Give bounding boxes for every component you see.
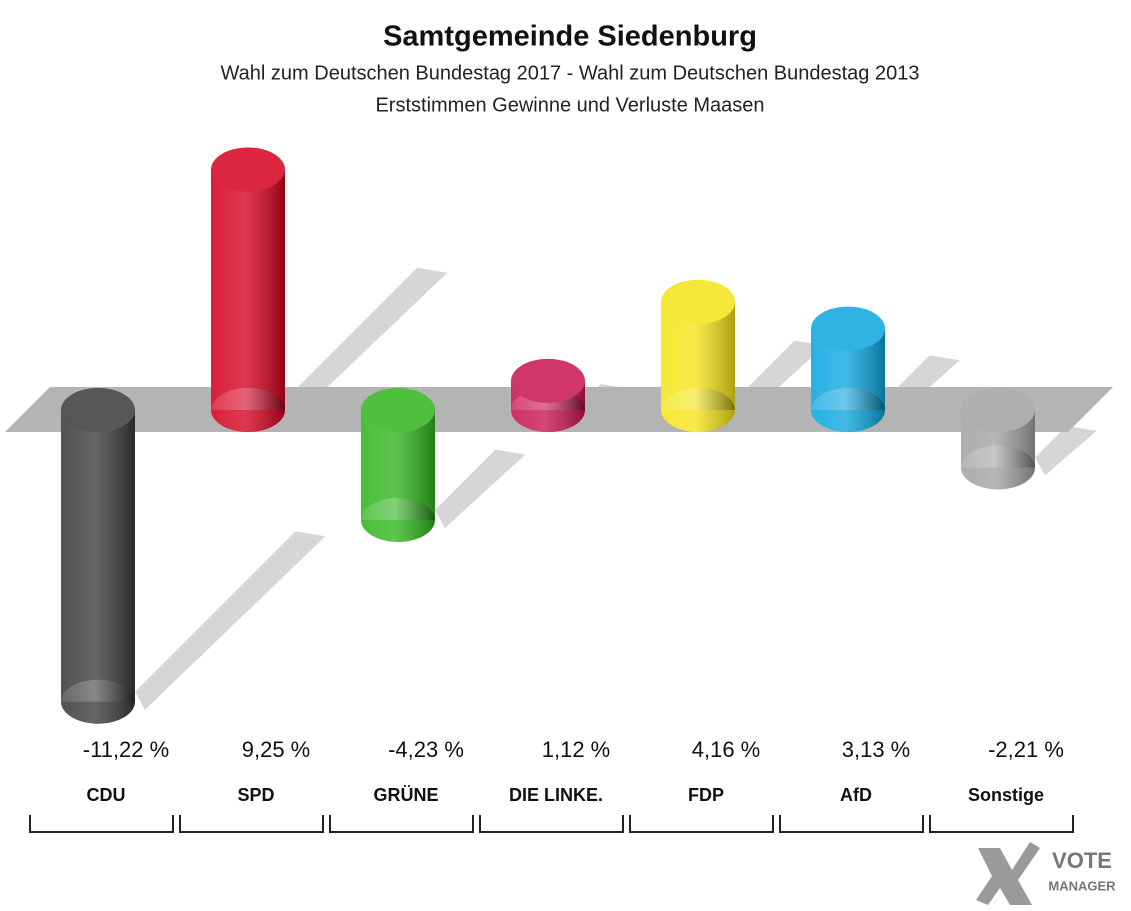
bracket — [479, 815, 624, 833]
logo-text: MANAGER — [1048, 878, 1116, 893]
bar — [661, 279, 735, 432]
chart-title: Samtgemeinde Siedenburg — [383, 21, 757, 53]
bar-top-shade — [661, 279, 735, 324]
bar-top — [811, 306, 885, 351]
bar-shadow — [435, 449, 526, 528]
bar — [61, 388, 135, 724]
bar-top-shade — [511, 358, 585, 403]
value-label: 9,25 % — [242, 737, 311, 762]
bracket — [929, 815, 1074, 833]
value-label: -11,22 % — [83, 737, 169, 762]
bar-top — [61, 388, 135, 432]
x-tick-label: FDP — [688, 785, 724, 805]
category-brackets — [29, 815, 1074, 833]
value-label: 3,13 % — [842, 737, 911, 762]
logo-text: VOTE — [1052, 848, 1112, 873]
x-tick-label: SPD — [237, 785, 275, 805]
bar-top-shade — [811, 306, 885, 351]
value-label: -2,21 % — [988, 737, 1064, 762]
x-tick-label: GRÜNE — [373, 785, 439, 805]
bracket — [29, 815, 174, 833]
x-tick-label: CDU — [86, 785, 126, 805]
bar — [361, 388, 435, 542]
bar — [211, 147, 285, 432]
bars — [61, 147, 1035, 724]
bracket — [629, 815, 774, 833]
bar-top-shade — [961, 388, 1035, 432]
x-tick-label: DIE LINKE. — [508, 785, 603, 805]
bar-top — [511, 358, 585, 403]
bracket — [179, 815, 324, 833]
bar-body-shade — [61, 410, 135, 702]
bar-shadow — [135, 531, 326, 710]
bar — [961, 388, 1035, 490]
x-tick-label: Sonstige — [967, 785, 1044, 805]
value-label: -4,23 % — [388, 737, 464, 762]
x-tick-label: AfD — [840, 785, 872, 805]
bracket — [329, 815, 474, 833]
bar-top-shade — [61, 388, 135, 432]
bar-body-shade — [211, 169, 285, 410]
bar — [811, 306, 885, 432]
bar-top — [961, 388, 1035, 432]
bar-shadow — [285, 267, 448, 418]
value-label: 4,16 % — [692, 737, 761, 762]
bar — [511, 358, 585, 432]
bar-shadow — [1035, 425, 1097, 476]
chart-subtitle: Wahl zum Deutschen Bundestag 2017 - Wahl… — [221, 62, 920, 84]
bar-top-shade — [211, 147, 285, 192]
value-label: 1,12 % — [542, 737, 611, 762]
bar-top — [211, 147, 285, 192]
chart-subtitle: Erststimmen Gewinne und Verluste Maasen — [375, 94, 764, 116]
logo: VOTE MANAGER — [976, 842, 1116, 905]
bar-top-shade — [361, 388, 435, 432]
bar-top — [361, 388, 435, 432]
bar-top — [661, 279, 735, 324]
bracket — [779, 815, 924, 833]
